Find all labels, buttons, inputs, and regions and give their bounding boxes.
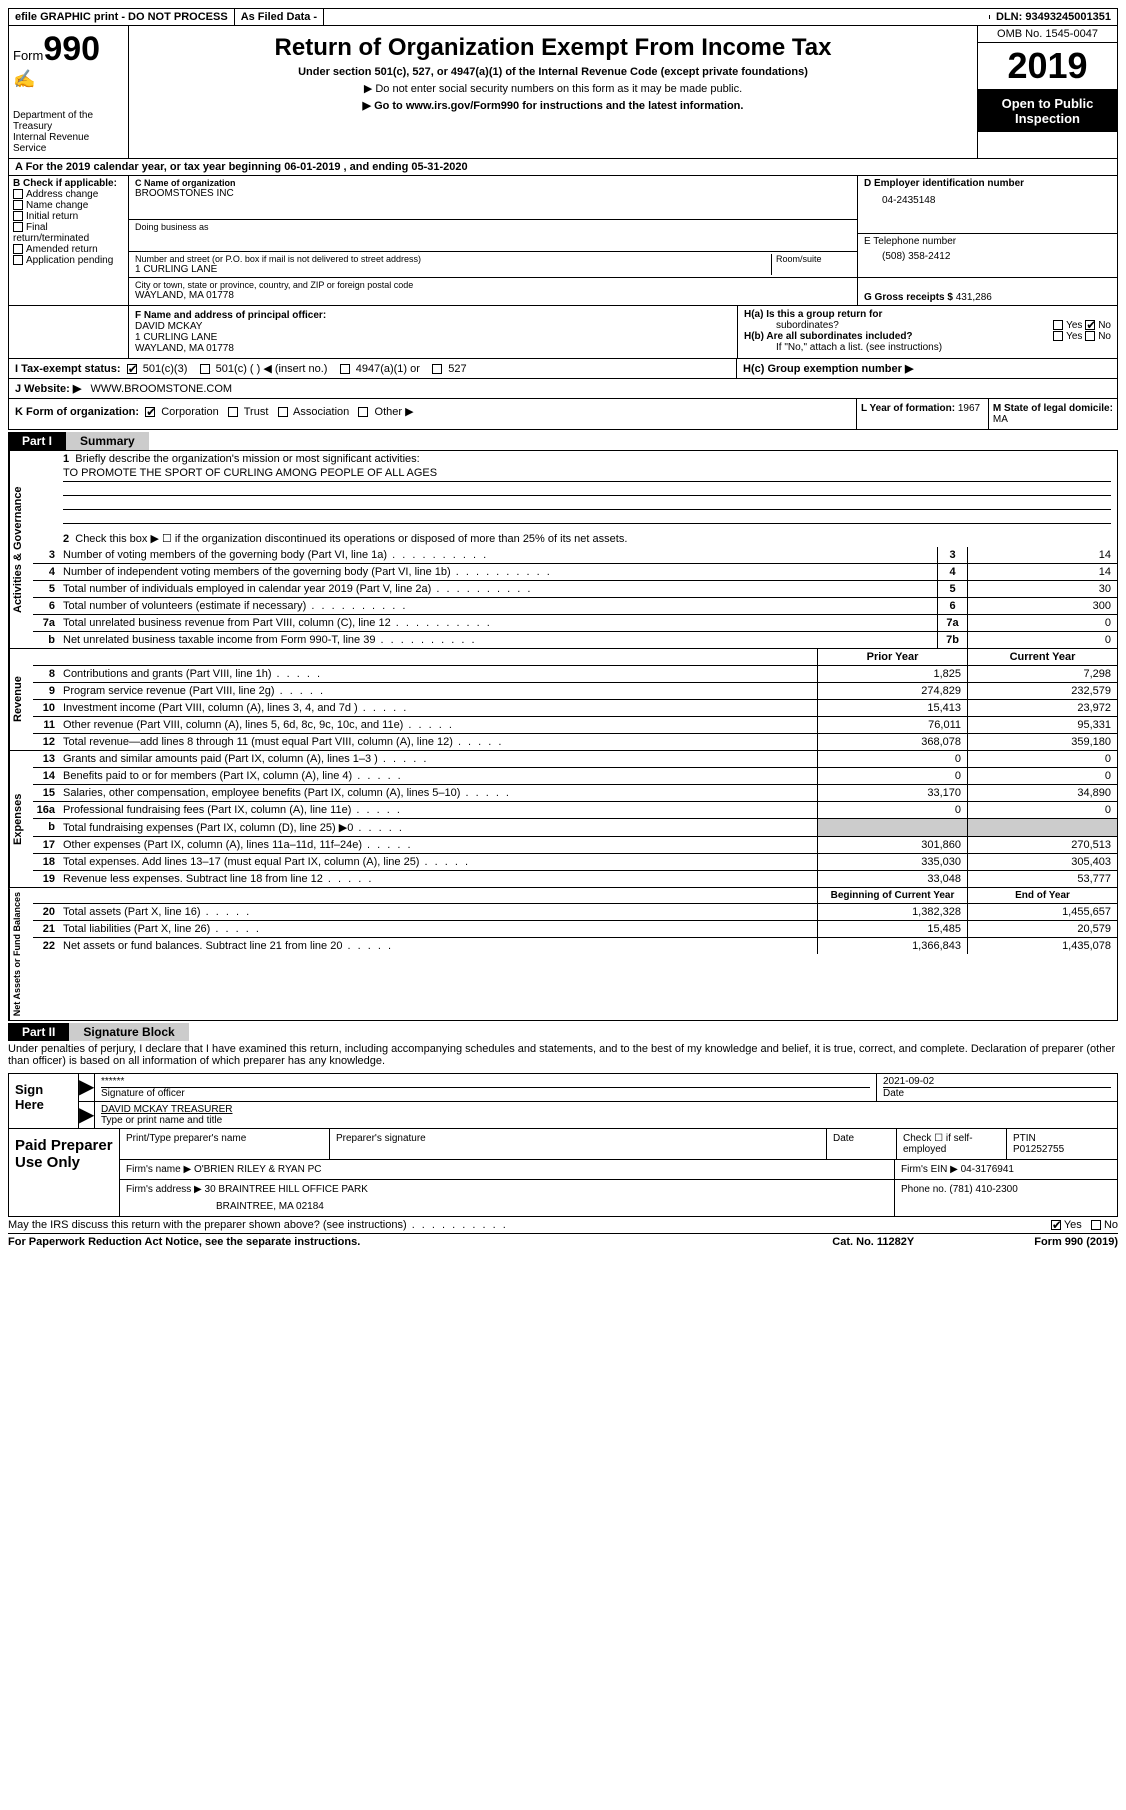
table-row: 6Total number of volunteers (estimate if…: [33, 598, 1117, 615]
other-checkbox[interactable]: [358, 407, 368, 417]
ein-value: 04-2435148: [864, 189, 1111, 206]
col-c: C Name of organization BROOMSTONES INC D…: [129, 176, 857, 305]
org-name: BROOMSTONES INC: [135, 188, 851, 199]
form-title: Return of Organization Exempt From Incom…: [137, 34, 969, 62]
perjury-declaration: Under penalties of perjury, I declare th…: [8, 1041, 1118, 1069]
row-a: A For the 2019 calendar year, or tax yea…: [8, 159, 1118, 176]
expenses-section: Expenses 13Grants and similar amounts pa…: [8, 751, 1118, 888]
preparer-block: Paid Preparer Use Only Print/Type prepar…: [8, 1129, 1118, 1217]
table-row: 3Number of voting members of the governi…: [33, 547, 1117, 564]
hb-yes-checkbox[interactable]: [1053, 331, 1063, 341]
address-change-checkbox[interactable]: [13, 189, 23, 199]
table-row: 5Total number of individuals employed in…: [33, 581, 1117, 598]
part1-header: Part I Summary: [8, 432, 1118, 450]
netassets-section: Net Assets or Fund Balances Beginning of…: [8, 888, 1118, 1021]
table-row: 21Total liabilities (Part X, line 26)15,…: [33, 921, 1117, 938]
assoc-checkbox[interactable]: [278, 407, 288, 417]
asfiled-label: As Filed Data -: [235, 9, 324, 25]
table-row: 22Net assets or fund balances. Subtract …: [33, 938, 1117, 954]
dept-line: Department of the Treasury Internal Reve…: [13, 110, 124, 154]
table-row: 11Other revenue (Part VIII, column (A), …: [33, 717, 1117, 734]
initial-return-checkbox[interactable]: [13, 211, 23, 221]
mission-text: TO PROMOTE THE SPORT OF CURLING AMONG PE…: [63, 465, 1111, 482]
sign-date: 2021-09-02: [883, 1076, 1111, 1087]
efile-notice: efile GRAPHIC print - DO NOT PROCESS: [9, 9, 235, 25]
dln: DLN: 93493245001351: [990, 9, 1117, 25]
discuss-row: May the IRS discuss this return with the…: [8, 1217, 1118, 1234]
table-row: 14Benefits paid to or for members (Part …: [33, 768, 1117, 785]
form-header: Form990 ✍ Department of the Treasury Int…: [8, 26, 1118, 159]
website: WWW.BROOMSTONE.COM: [91, 383, 233, 395]
4947-checkbox[interactable]: [340, 364, 350, 374]
discuss-no-checkbox[interactable]: [1091, 1220, 1101, 1230]
discuss-yes-checkbox[interactable]: [1051, 1220, 1061, 1230]
officer-name: DAVID MCKAY: [135, 321, 731, 332]
tax-year: 2019: [978, 43, 1117, 90]
revenue-section: Revenue Prior Year Current Year 8Contrib…: [8, 649, 1118, 751]
table-row: bTotal fundraising expenses (Part IX, co…: [33, 819, 1117, 837]
row-k: K Form of organization: Corporation Trus…: [8, 399, 1118, 430]
501c-checkbox[interactable]: [200, 364, 210, 374]
section-fh: F Name and address of principal officer:…: [8, 306, 1118, 359]
amended-return-checkbox[interactable]: [13, 244, 23, 254]
table-row: 12Total revenue—add lines 8 through 11 (…: [33, 734, 1117, 750]
table-row: bNet unrelated business taxable income f…: [33, 632, 1117, 648]
row-j: J Website: ▶ WWW.BROOMSTONE.COM: [8, 379, 1118, 399]
gross-receipts: 431,286: [956, 292, 992, 303]
table-row: 18Total expenses. Add lines 13–17 (must …: [33, 854, 1117, 871]
table-row: 7aTotal unrelated business revenue from …: [33, 615, 1117, 632]
telephone: (508) 358-2412: [864, 247, 1111, 262]
application-pending-checkbox[interactable]: [13, 255, 23, 265]
omb-number: OMB No. 1545-0047: [978, 26, 1117, 43]
table-row: 9Program service revenue (Part VIII, lin…: [33, 683, 1117, 700]
table-row: 8Contributions and grants (Part VIII, li…: [33, 666, 1117, 683]
section-bcd: B Check if applicable: Address change Na…: [8, 176, 1118, 306]
irs-link[interactable]: www.irs.gov/Form990: [406, 100, 519, 112]
table-row: 4Number of independent voting members of…: [33, 564, 1117, 581]
sign-block: Sign Here ▶ ****** Signature of officer …: [8, 1073, 1118, 1129]
501c3-checkbox[interactable]: [127, 364, 137, 374]
name-change-checkbox[interactable]: [13, 200, 23, 210]
org-city: WAYLAND, MA 01778: [135, 290, 851, 301]
top-bar: efile GRAPHIC print - DO NOT PROCESS As …: [8, 8, 1118, 26]
table-row: 13Grants and similar amounts paid (Part …: [33, 751, 1117, 768]
col-d: D Employer identification number 04-2435…: [857, 176, 1117, 305]
ha-yes-checkbox[interactable]: [1053, 320, 1063, 330]
row-i: I Tax-exempt status: 501(c)(3) 501(c) ( …: [8, 359, 1118, 379]
trust-checkbox[interactable]: [228, 407, 238, 417]
table-row: 20Total assets (Part X, line 16)1,382,32…: [33, 904, 1117, 921]
governance-section: Activities & Governance 1 Briefly descri…: [8, 450, 1118, 649]
ha-no-checkbox[interactable]: [1085, 320, 1095, 330]
hb-no-checkbox[interactable]: [1085, 331, 1095, 341]
table-row: 16aProfessional fundraising fees (Part I…: [33, 802, 1117, 819]
table-row: 15Salaries, other compensation, employee…: [33, 785, 1117, 802]
table-row: 10Investment income (Part VIII, column (…: [33, 700, 1117, 717]
corp-checkbox[interactable]: [145, 407, 155, 417]
officer-name-title: DAVID MCKAY TREASURER: [101, 1104, 1111, 1115]
footer: For Paperwork Reduction Act Notice, see …: [8, 1234, 1118, 1250]
org-address: 1 CURLING LANE: [135, 264, 771, 275]
527-checkbox[interactable]: [432, 364, 442, 374]
col-b: B Check if applicable: Address change Na…: [9, 176, 129, 305]
table-row: 17Other expenses (Part IX, column (A), l…: [33, 837, 1117, 854]
part2-header: Part II Signature Block: [8, 1023, 1118, 1041]
final-return-checkbox[interactable]: [13, 222, 23, 232]
table-row: 19Revenue less expenses. Subtract line 1…: [33, 871, 1117, 887]
open-inspection: Open to Public Inspection: [978, 90, 1117, 132]
